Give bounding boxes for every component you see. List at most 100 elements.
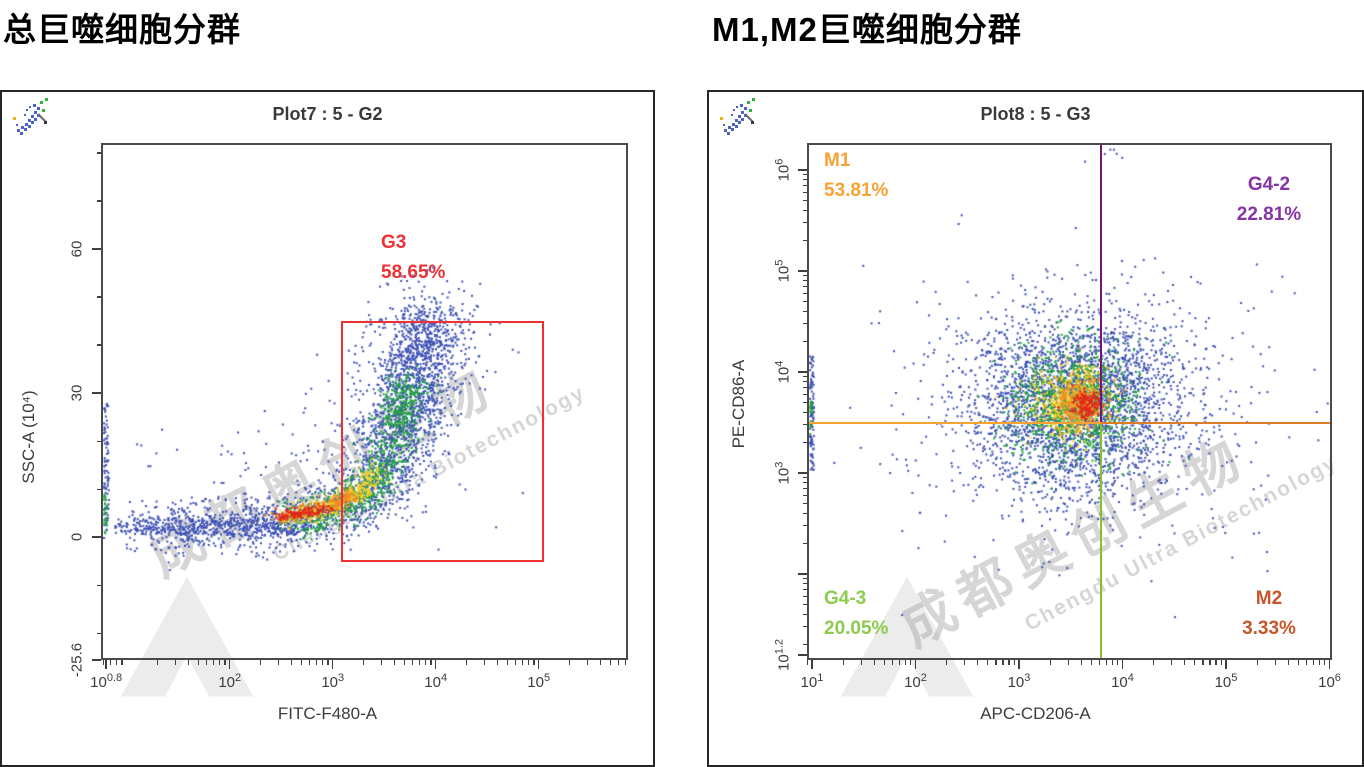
x-major-tick xyxy=(1121,660,1124,669)
x-minor-tick xyxy=(404,660,406,665)
x-minor-tick xyxy=(873,660,875,665)
x-minor-tick xyxy=(1111,660,1114,665)
y-major-tick xyxy=(798,169,807,171)
x-minor-tick xyxy=(860,660,862,665)
x-minor-tick xyxy=(219,660,221,665)
y-minor-tick xyxy=(802,644,807,646)
y-tick-label: 30 xyxy=(68,384,86,402)
y-tick-label: 60 xyxy=(68,240,86,258)
x-minor-tick xyxy=(419,660,421,665)
x-major-tick xyxy=(331,660,334,669)
x-tick-label: 104 xyxy=(1111,672,1134,691)
x-tick-label: 100.8 xyxy=(90,672,123,691)
x-minor-tick xyxy=(1220,660,1222,665)
x-minor-tick xyxy=(206,660,208,665)
x-minor-tick xyxy=(1090,660,1092,665)
quadrant-line-horizontal-left[interactable] xyxy=(809,422,1101,424)
y-minor-tick xyxy=(802,424,807,426)
x-minor-tick xyxy=(291,660,293,665)
plot-header-title[interactable]: Plot8 : 5 - G3 xyxy=(980,104,1091,124)
x-major-tick xyxy=(1225,660,1227,669)
x-tick-label: 106 xyxy=(1318,672,1341,691)
y-minor-tick xyxy=(802,209,807,211)
y-axis-title: SSC-A (10⁴) xyxy=(19,390,38,484)
plot-widget-m1-m2: Plot8 : 5 - G3 成都奥创生物 Chengdu Ultra Biot… xyxy=(707,90,1364,767)
y-minor-tick xyxy=(802,543,807,545)
quadrant-line-horizontal-right[interactable] xyxy=(1101,422,1330,424)
x-minor-tick xyxy=(260,660,262,665)
x-tick-label: 104 xyxy=(424,672,448,691)
x-minor-tick xyxy=(213,660,215,665)
x-minor-tick xyxy=(904,660,907,665)
quadrant-line-vertical-top[interactable] xyxy=(1100,145,1102,423)
x-minor-tick xyxy=(116,660,118,665)
y-tick-label: 0 xyxy=(68,532,86,542)
y-major-tick xyxy=(798,270,807,272)
x-minor-tick xyxy=(103,660,105,665)
x-minor-tick xyxy=(381,660,383,665)
page-title-m1-m2-macrophage: M1,M2巨噬细胞分群 xyxy=(712,11,1022,48)
y-minor-tick xyxy=(96,152,101,154)
x-minor-tick xyxy=(301,660,303,665)
x-minor-tick xyxy=(1274,660,1276,665)
y-minor-tick xyxy=(802,323,807,325)
x-minor-tick xyxy=(1008,660,1010,665)
y-minor-tick xyxy=(802,603,807,606)
x-minor-tick xyxy=(528,660,530,665)
x-minor-tick xyxy=(1209,660,1211,665)
x-minor-tick xyxy=(466,660,468,665)
x-tick-label: 102 xyxy=(218,672,242,691)
quadrant-line-vertical-bottom[interactable] xyxy=(1100,423,1102,658)
x-minor-tick xyxy=(484,660,486,665)
x-axis-title: FITC-F480-A xyxy=(277,704,378,723)
x-minor-tick xyxy=(618,660,620,665)
plot-widget-total-macrophage: Plot7 : 5 - G2 成都奥创生物 Chengdu Ultra Biot… xyxy=(0,90,655,767)
x-minor-tick xyxy=(497,660,499,665)
y-minor-tick xyxy=(802,292,807,294)
x-minor-tick xyxy=(309,660,311,665)
x-minor-tick xyxy=(507,660,509,665)
x-minor-tick xyxy=(175,660,177,665)
x-minor-tick xyxy=(363,660,365,665)
y-minor-tick xyxy=(802,626,807,628)
x-minor-tick xyxy=(1256,660,1258,665)
x-minor-tick xyxy=(806,660,808,665)
y-minor-tick xyxy=(96,344,101,346)
y-minor-tick xyxy=(802,340,807,343)
gate-g3-rect[interactable] xyxy=(340,321,544,562)
y-minor-tick xyxy=(802,286,807,288)
x-minor-tick xyxy=(1013,660,1015,665)
y-major-tick xyxy=(92,536,101,538)
x-axis-title: APC-CD206-A xyxy=(980,704,1091,723)
y-tick-label: 104 xyxy=(773,360,793,384)
x-major-tick xyxy=(434,660,437,669)
y-minor-tick xyxy=(802,239,807,242)
y-tick-label: 105 xyxy=(773,259,793,283)
y-minor-tick xyxy=(802,401,807,403)
plot-header-title[interactable]: Plot7 : 5 - G2 xyxy=(272,104,383,124)
y-minor-tick xyxy=(802,199,807,201)
scatter-plot-icon[interactable] xyxy=(719,96,759,145)
x-tick-label: 101 xyxy=(800,672,824,691)
x-minor-tick xyxy=(1324,660,1326,665)
plot-area xyxy=(807,143,1332,660)
x-minor-tick xyxy=(327,660,329,665)
x-minor-tick xyxy=(610,660,612,665)
x-minor-tick xyxy=(412,660,414,665)
x-minor-tick xyxy=(1184,660,1186,665)
y-minor-tick xyxy=(802,613,807,615)
y-tick-label: 106 xyxy=(773,158,793,182)
x-minor-tick xyxy=(1312,660,1315,665)
x-minor-tick xyxy=(425,660,427,665)
y-tick-label: -25.6 xyxy=(68,642,86,678)
x-minor-tick xyxy=(987,660,989,665)
y-minor-tick xyxy=(96,584,101,586)
y-axis-title: PE-CD86-A xyxy=(729,359,748,449)
x-minor-tick xyxy=(891,660,894,665)
y-minor-tick xyxy=(802,512,807,514)
y-major-tick xyxy=(92,659,101,661)
scatter-plot-icon[interactable] xyxy=(12,96,52,145)
x-minor-tick xyxy=(430,660,432,665)
y-minor-tick xyxy=(802,191,807,193)
y-major-tick xyxy=(798,472,807,474)
